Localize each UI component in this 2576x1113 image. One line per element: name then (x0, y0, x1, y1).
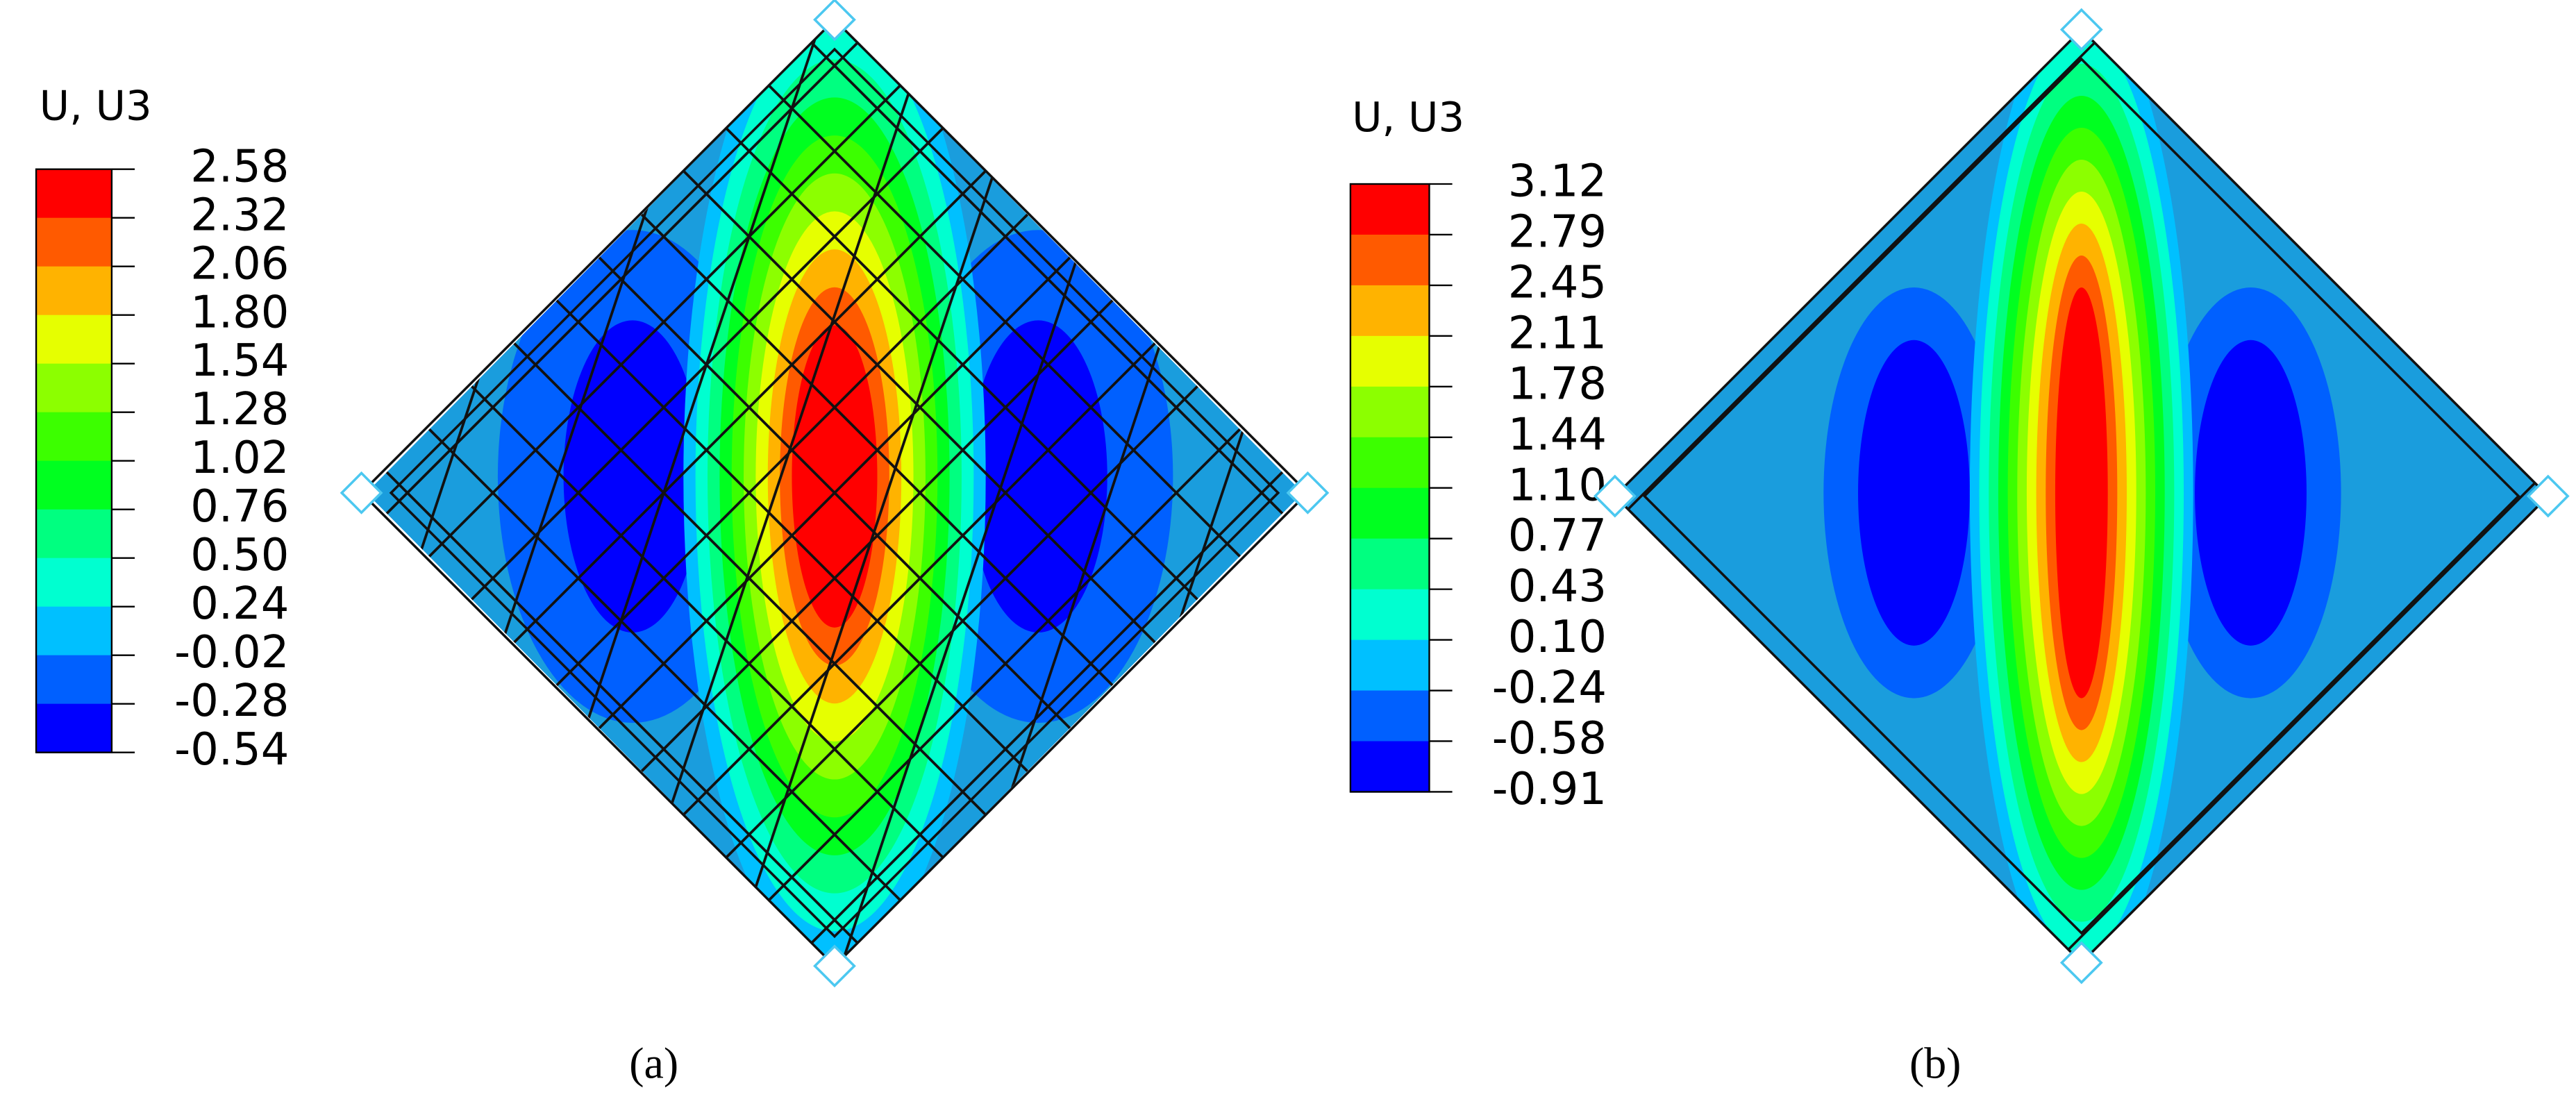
legend-band (1350, 538, 1430, 590)
legend-label: 2.11 (1508, 308, 1607, 359)
support (2059, 941, 2103, 985)
legend-label: -0.91 (1492, 764, 1607, 815)
contour-band (563, 320, 702, 633)
contour-band (1858, 340, 1970, 646)
support (1593, 474, 1637, 518)
panel-b: U, U3 3.122.792.452.111.781.441.100.770.4… (1349, 8, 2570, 1088)
caption: (a) (629, 1039, 678, 1088)
support (1286, 471, 1330, 514)
legend-band (1350, 639, 1430, 692)
contour-band (792, 325, 878, 628)
legend-band (36, 703, 112, 753)
rib (596, 19, 1303, 966)
legend-band (1350, 285, 1430, 337)
legend-label: 1.44 (1508, 409, 1607, 460)
legend-band (1350, 234, 1430, 287)
legend-label: 2.32 (190, 190, 289, 241)
plate-inner-edge (1642, 57, 2520, 935)
legend-label: 0.24 (190, 578, 289, 630)
caption: (b) (1909, 1039, 1961, 1088)
legend-label: 2.45 (1508, 257, 1607, 308)
legend-band (36, 509, 112, 559)
contour-plot (1614, 29, 2548, 963)
legend-band (36, 558, 112, 608)
rib (366, 19, 1073, 966)
legend-title: U, U3 (1352, 93, 1464, 141)
legend-label: -0.24 (1492, 662, 1607, 714)
legend-band (36, 315, 112, 365)
legend-band (1350, 386, 1430, 438)
support (340, 471, 383, 514)
legend-label: -0.54 (174, 724, 289, 776)
legend-label: -0.58 (1492, 713, 1607, 764)
legend-band (1350, 589, 1430, 641)
edge-line (1627, 29, 2112, 510)
legend-band (36, 606, 112, 656)
panel-a: U, U3 2.582.322.061.801.541.281.020.760.5… (35, 0, 1330, 1088)
legend-label: 0.50 (190, 530, 289, 581)
support (2059, 8, 2103, 51)
plate-inner-edge (389, 47, 1280, 939)
contour-band (969, 320, 1107, 633)
support (813, 0, 856, 42)
legend-label: 2.06 (190, 238, 289, 290)
legend-band (1350, 437, 1430, 489)
contour-band (2195, 340, 2307, 646)
legend-label: 1.78 (1508, 358, 1607, 410)
rib (682, 19, 1303, 966)
edge-line (2050, 482, 2536, 963)
legend-label: -0.28 (174, 676, 289, 727)
legend-label: 0.77 (1508, 510, 1607, 562)
legend-label: 2.58 (190, 141, 289, 192)
legend-band (1350, 183, 1430, 236)
legend-label: 0.43 (1508, 561, 1607, 612)
rib (366, 19, 901, 966)
legend-band (36, 412, 112, 462)
legend-band (1350, 335, 1430, 387)
legend-band (1350, 690, 1430, 742)
legend-band (36, 169, 112, 219)
legend-band (36, 266, 112, 316)
legend-label: 1.10 (1508, 460, 1607, 511)
legend-label: 0.76 (190, 481, 289, 533)
legend-band (36, 217, 112, 267)
contour-band (2055, 287, 2108, 698)
legend-band (36, 655, 112, 705)
legend-title: U, U3 (40, 81, 152, 129)
rib (767, 19, 1303, 966)
legend-label: -0.02 (174, 627, 289, 678)
legend-label: 2.79 (1508, 207, 1607, 258)
legend-label: 0.10 (1508, 612, 1607, 663)
legend-band (36, 363, 112, 413)
legend-label: 1.02 (190, 433, 289, 484)
legend-label: 3.12 (1508, 156, 1607, 208)
legend-band (1350, 487, 1430, 539)
legend-band (36, 460, 112, 510)
support (2526, 474, 2570, 518)
legend-label: 1.54 (190, 335, 289, 387)
legend-frame (35, 168, 113, 753)
legend-frame (1349, 183, 1430, 793)
legend-label: 1.28 (190, 384, 289, 435)
legend-label: 1.80 (190, 287, 289, 338)
legend-band (1350, 741, 1430, 793)
support (813, 944, 856, 988)
rib (366, 19, 987, 966)
